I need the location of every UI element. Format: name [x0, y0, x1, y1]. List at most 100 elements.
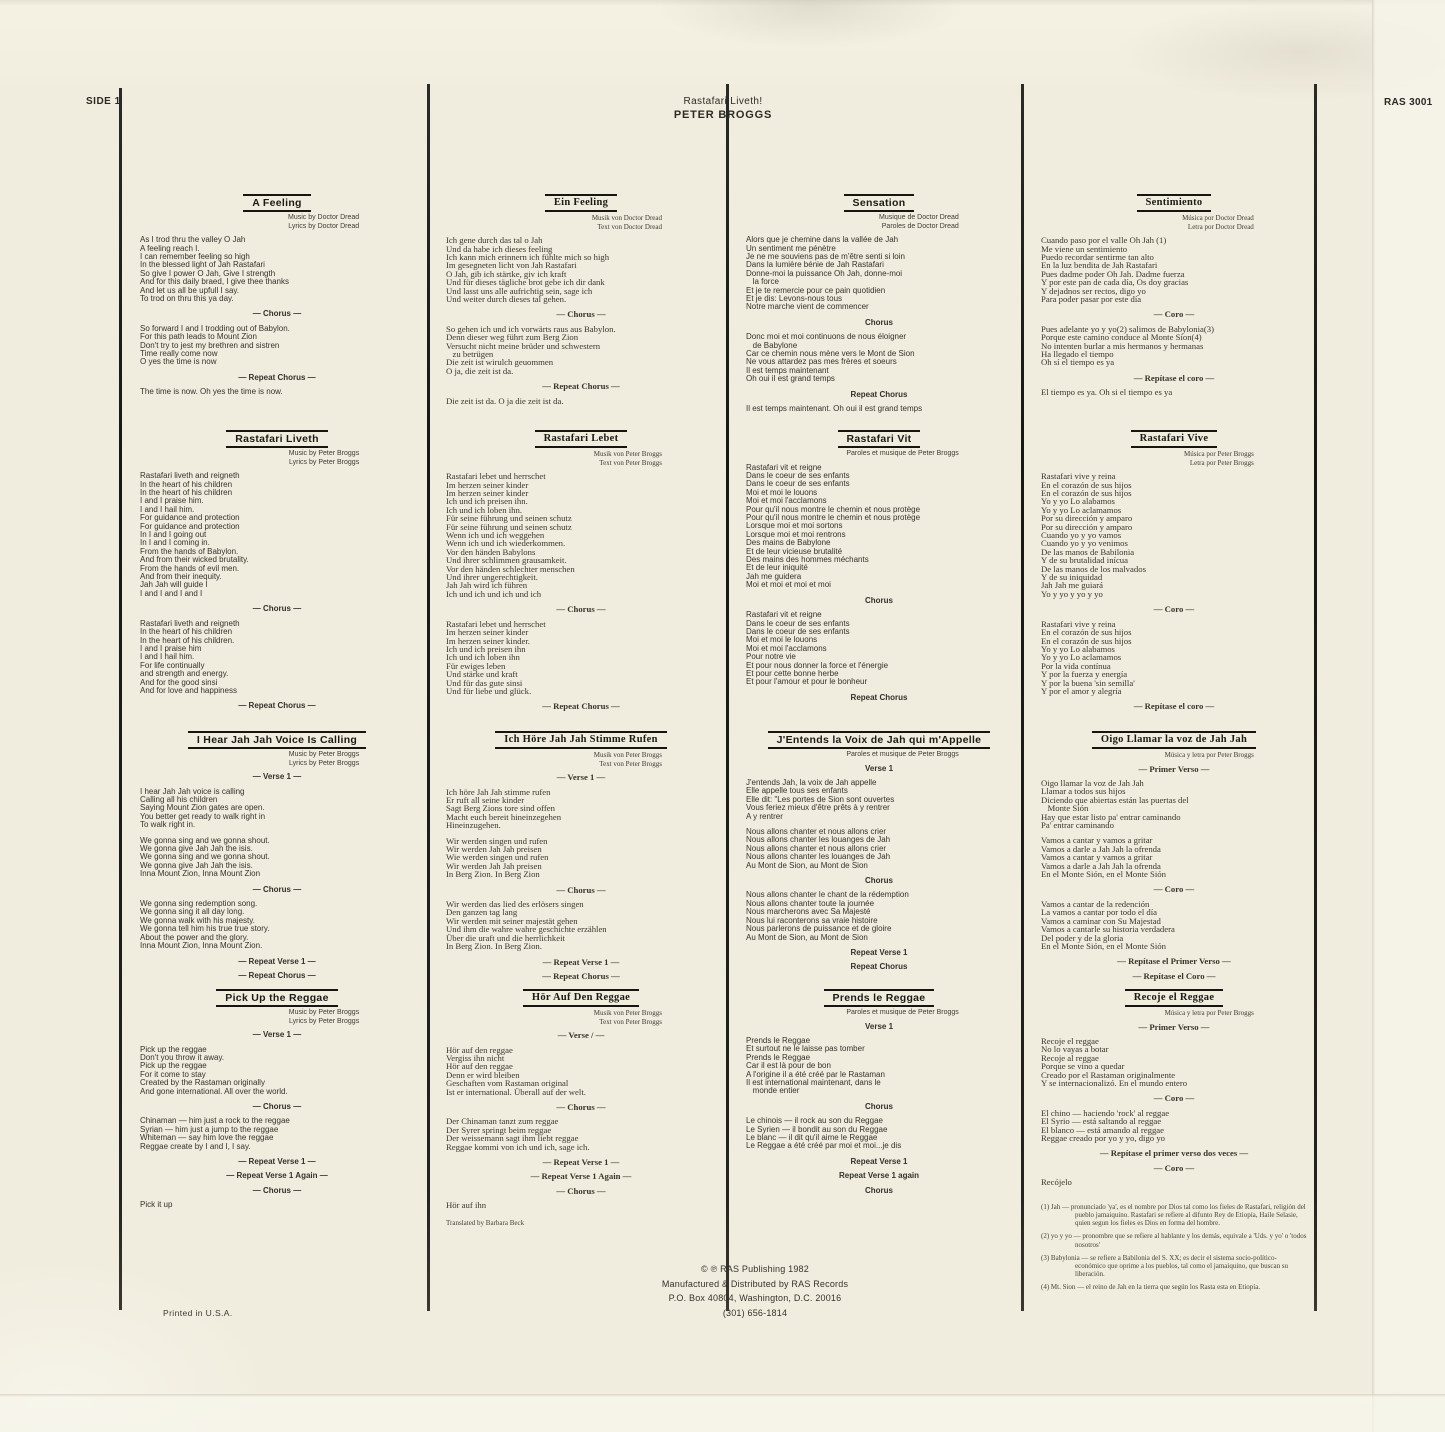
footnotes: (1) Jah — pronunciado 'ya', es el nombre…: [1041, 1203, 1307, 1292]
song-header: Oigo Llamar la voz de Jah Jah: [1041, 731, 1307, 749]
lyrics-line: Nous allons chanter toute la journée: [746, 898, 875, 908]
lyrics-line: El chino — haciendo 'rock' al reggae: [1041, 1107, 1170, 1118]
song-title: Sentimiento: [1136, 194, 1212, 212]
lyrics-line: El Syrio — está saltando al reggae: [1041, 1116, 1162, 1127]
lyrics-verse: We gonna sing and we gonna shout. We gonn…: [140, 836, 414, 879]
lyrics-line: Rastafari liveth and reigneth: [140, 618, 240, 628]
lyrics-line: Versucht nicht meine brüder und schweste…: [446, 340, 601, 351]
lyrics-line: From the hands of Babylon.: [140, 546, 239, 556]
lyrics-line: Dans le coeur de ses enfants: [746, 626, 850, 636]
song-section: A Feeling Music by Doctor Dread Lyrics by …: [140, 194, 414, 430]
lyrics-line: No lo vayas a botar: [1041, 1044, 1109, 1055]
lyrics-line: Und ihm die wahre wahre geschichte erzäh…: [446, 924, 607, 935]
credit-line: Paroles et musique de Peter Broggs: [846, 450, 959, 457]
lyrics-line: Ha llegado el tiempo: [1041, 349, 1114, 360]
lyrics-line: Der weissemann sagt ihm liebt reggae: [446, 1133, 579, 1144]
lyrics-verse: So gehen ich und ich vorwärts raus aus B…: [446, 324, 716, 375]
lyrics-line: Y por este pan de cada día, Os doy graci…: [1041, 277, 1189, 288]
section-marker: — Repeat Chorus —: [542, 381, 620, 392]
credit-line: Paroles et musique de Peter Broggs: [846, 1009, 959, 1016]
phone-line: (301) 656-1814: [722, 1307, 788, 1318]
lyrics-line: Vor den händen Babylons: [446, 546, 536, 557]
column-divider: [726, 84, 729, 1311]
lyrics-column-german: Ein Feeling Musik von Doctor Dread Text vo…: [446, 194, 716, 1227]
lyrics-line: Creado por el Rastaman originalmente: [1041, 1069, 1176, 1080]
credit-line: Música y letra por Peter Broggs: [1164, 1009, 1254, 1017]
lyrics-line: Dans le coeur de ses enfants: [746, 618, 850, 628]
lyrics-line: zu betrügen: [446, 349, 494, 360]
lyrics-line: Nous allons chanter les louanges de Jah: [746, 835, 891, 845]
lyrics-line: Rastafari vive y reina: [1041, 618, 1116, 629]
lyrics-line: We gonna give Jah Jah the isis.: [140, 844, 253, 854]
lyrics-verse: Recoje el reggae No lo vayas a botar Recoj…: [1041, 1036, 1307, 1087]
lyrics-line: In the heart of his children: [140, 627, 233, 637]
lyrics-line: Und für das gute sinsi: [446, 677, 523, 688]
section-marker: — Repeat Verse 1 —: [542, 956, 620, 967]
lyrics-verse: Pick up the reggae Don't you throw it awa…: [140, 1044, 414, 1096]
section-marker: Repeat Verse 1: [850, 1156, 908, 1166]
lyrics-line: We gonna walk with his majesty.: [140, 915, 255, 925]
lyrics-verse: Recójelo: [1041, 1178, 1307, 1187]
section-marker: — Repeat Chorus —: [542, 970, 620, 981]
section-marker: — Coro —: [1153, 1093, 1195, 1104]
lyrics-line: En el corazón de sus hijos: [1041, 488, 1132, 498]
lyrics-line: Vor den händen schlechter menschen: [446, 563, 575, 574]
lyrics-line: J'entends Jah, la voix de Jah appelle: [746, 778, 877, 787]
section-marker: — Repeat Verse 1 —: [238, 1157, 316, 1167]
lyrics-line: The time is now. Oh yes the time is now.: [140, 387, 283, 397]
lyrics-line: Nous marcherons avec Sa Majesté: [746, 907, 871, 917]
lyrics-line: We gonna give Jah Jah the isis.: [140, 860, 253, 870]
lyrics-line: La vamos a cantar por todo el día: [1041, 907, 1158, 918]
lyrics-line: Im herzen seiner kinder: [446, 479, 529, 490]
lyrics-verse: Vamos a cantar y vamos a gritar Vamos a d…: [1041, 836, 1307, 879]
section-marker: — Coro —: [1153, 309, 1195, 320]
lyrics-line: Au Mont de Sion, au Mont de Sion: [746, 860, 868, 870]
section-marker: — Chorus —: [252, 1102, 302, 1112]
section-marker: — Repeat Chorus —: [238, 372, 316, 382]
lyrics-line: Des mains des hommes méchants: [746, 555, 869, 565]
song-header: Rastafari Vive: [1041, 430, 1307, 448]
lyrics-line: En el corazón de sus hijos: [1041, 479, 1132, 490]
lyrics-line: Vamos a caminar con Su Majestad: [1041, 915, 1161, 926]
lyrics-line: Moi et moi l'acclamons: [746, 643, 827, 653]
translator-note: Translated by Barbara Beck: [446, 1218, 525, 1227]
lyrics-line: Cuando yo y yo venimos: [1041, 538, 1128, 549]
song-section: Ich Höre Jah Jah Stimme Rufen Musik von P…: [446, 731, 716, 989]
lyrics-line: Denn er wird bleiben: [446, 1069, 520, 1080]
lyrics-line: Le Syrien — il bondit au son du Reggae: [746, 1124, 888, 1134]
lyrics-column-english: A Feeling Music by Doctor Dread Lyrics by …: [140, 194, 414, 1217]
song-title: Recoje el Reggae: [1124, 989, 1224, 1007]
lyrics-line: Por su dirección y amparo: [1041, 513, 1133, 524]
lyrics-line: monde entier: [746, 1086, 800, 1096]
song-header: Rastafari Lebet: [446, 430, 716, 448]
song-title: Rastafari Liveth: [226, 430, 328, 448]
lyrics-line: Et surtout ne le laisse pas tomber: [746, 1044, 865, 1054]
section-marker: — Verse 1 —: [252, 1030, 302, 1040]
lyrics-line: Und ihrer ungerechtigkeit.: [446, 572, 538, 583]
lyrics-line: Je ne me souviens pas de m'être senti si…: [746, 252, 905, 261]
lyrics-verse: We gonna sing redemption song. We gonna s…: [140, 899, 414, 950]
column-divider: [427, 84, 430, 1311]
lyrics-line: Yo y yo Lo aclamamos: [1041, 504, 1122, 515]
lyrics-line: In the heart of his children: [140, 479, 233, 489]
credit-line: Letra por Doctor Dread: [1187, 222, 1254, 231]
lyrics-line: Der Chinaman tanzt zum reggae: [446, 1116, 559, 1127]
lyrics-line: Reggae creado por yo y yo, digo yo: [1041, 1133, 1166, 1144]
lyrics-line: Le blanc — il dit qu'il aime le Reggae: [746, 1133, 878, 1143]
lyrics-line: Pick up the reggae: [140, 1044, 207, 1054]
lyrics-line: Rastafari lebet und herrschet: [446, 471, 546, 482]
section-marker: Repeat Verse 1 again: [838, 1171, 920, 1181]
lyrics-line: Im herzen seiner kinder: [446, 488, 529, 498]
lyrics-line: Des mains de Babylone: [746, 538, 831, 548]
lyrics-line: To trod on thru this ya day.: [140, 294, 234, 304]
lyrics-line: Prends le Reggae: [746, 1036, 811, 1045]
lyrics-line: Y por la fuerza y energía: [1041, 669, 1128, 680]
lyrics-line: En la luz bendita de Jah Rastafari: [1041, 260, 1158, 271]
song-header: Recoje el Reggae: [1041, 989, 1307, 1007]
lyrics-verse: Oigo llamar la voz de Jah Jah Llamar a to…: [1041, 778, 1307, 829]
lyrics-line: In the heart of his children.: [140, 635, 235, 645]
section-marker: Chorus: [865, 317, 893, 327]
lyrics-verse: Donc moi et moi continuons de nous éloig…: [746, 332, 1012, 383]
lyrics-line: Wir werden das lied des erlösers singen: [446, 899, 584, 910]
lyrics-line: Moi et moi le louons: [746, 487, 818, 497]
